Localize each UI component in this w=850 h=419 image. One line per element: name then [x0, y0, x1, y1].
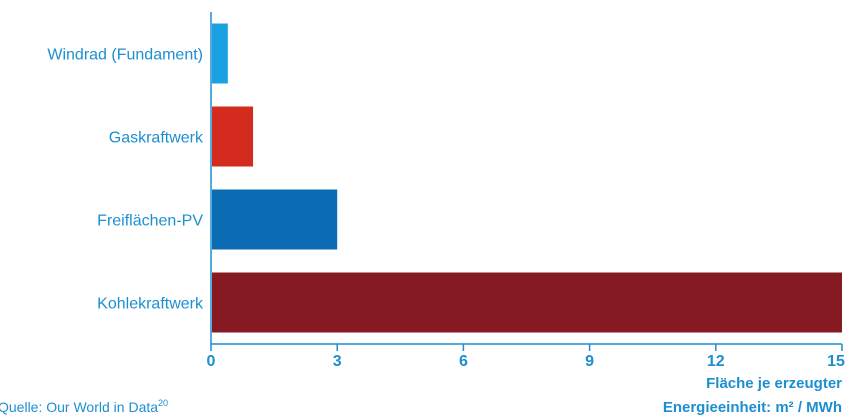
x-tick-label-5: 15 — [827, 353, 845, 370]
x-axis-label-line-2: Energieeinheit: m² / MWh — [663, 399, 842, 416]
category-label-0: Windrad (Fundament) — [47, 47, 203, 64]
x-tick-label-3: 9 — [585, 353, 594, 370]
category-label-3: Kohlekraftwerk — [97, 296, 204, 313]
bar-2 — [212, 189, 338, 250]
category-label-1: Gaskraftwerk — [109, 130, 204, 147]
x-tick-label-2: 6 — [459, 353, 468, 370]
source-footnote: 20 — [158, 398, 168, 408]
source-note: Quelle: Our World in Data20 — [0, 398, 168, 415]
bar-3 — [212, 272, 842, 333]
category-labels: Windrad (Fundament) Gaskraftwerk Freifläch… — [47, 47, 204, 313]
bar-1 — [212, 106, 254, 167]
category-label-2: Freiflächen-PV — [97, 213, 203, 230]
bar-group — [212, 23, 842, 333]
x-tick-label-0: 0 — [207, 353, 216, 370]
x-tick-label-4: 12 — [707, 353, 725, 370]
source-text: Quelle: Our World in Data — [0, 399, 158, 415]
bar-0 — [212, 23, 228, 84]
x-axis-label-line-1: Fläche je erzeugter — [706, 375, 842, 392]
x-tick-label-1: 3 — [333, 353, 342, 370]
x-ticks: 0 3 6 9 12 15 — [207, 344, 845, 370]
